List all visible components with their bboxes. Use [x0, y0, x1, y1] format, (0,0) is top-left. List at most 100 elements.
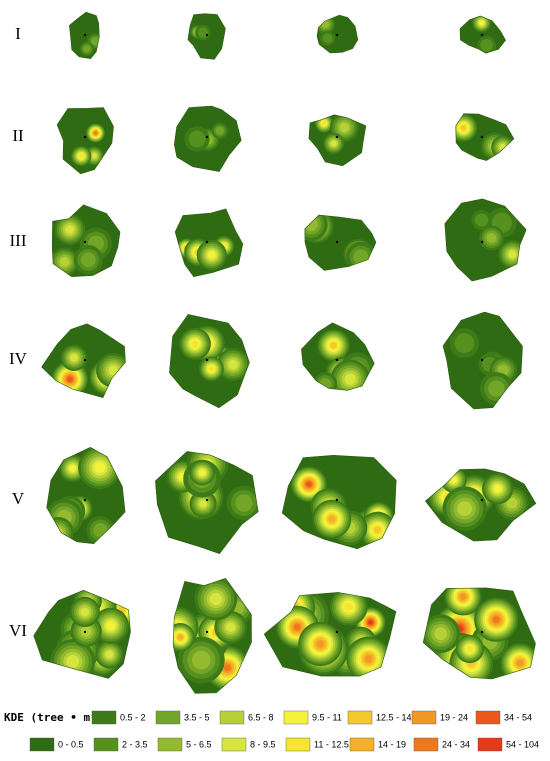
legend-swatch — [93, 737, 119, 752]
plot-center — [83, 498, 87, 502]
density-contour — [466, 645, 473, 653]
row-label: IV — [9, 349, 28, 368]
density-contour — [83, 45, 91, 53]
density-contour — [223, 664, 231, 672]
density-contour — [80, 252, 96, 268]
density-contour — [197, 27, 209, 38]
legend-label: 5 - 6.5 — [186, 739, 212, 749]
legend-swatch — [411, 710, 437, 725]
density-contour — [321, 20, 330, 29]
map-outline — [455, 113, 515, 161]
kde-map — [423, 587, 536, 679]
plot-center — [205, 630, 209, 634]
kde-map — [174, 106, 242, 172]
kde-map — [33, 590, 131, 679]
map-outline — [422, 587, 536, 680]
kde-map — [460, 16, 506, 54]
map-outline — [155, 451, 259, 555]
map-outline — [174, 208, 244, 278]
legend-swatch — [413, 737, 439, 752]
density-contour — [364, 655, 373, 663]
kde-map — [175, 208, 243, 277]
legend-label: 8 - 9.5 — [250, 739, 276, 749]
density-contour — [50, 524, 66, 540]
kde-map — [169, 314, 250, 408]
density-contour — [459, 593, 467, 600]
legend-title: KDE (tree • m⁻²) — [4, 711, 110, 724]
density-contour — [228, 359, 238, 370]
kde-map — [173, 578, 252, 694]
plot-center — [480, 240, 484, 244]
plot-center — [335, 240, 339, 244]
legend-label: 12.5 - 14 — [376, 712, 412, 722]
density-contour — [177, 634, 183, 640]
density-contour — [492, 616, 500, 623]
density-contour — [330, 140, 337, 147]
density-contour — [316, 640, 324, 648]
kde-map — [264, 592, 396, 677]
density-contour — [322, 33, 333, 44]
map-outline — [263, 592, 397, 677]
density-contour — [235, 494, 253, 512]
density-contour — [80, 626, 92, 637]
plot-center — [205, 358, 209, 362]
legend-swatch — [155, 710, 181, 725]
density-contour — [479, 20, 484, 26]
map-outline — [172, 577, 252, 694]
density-contour — [70, 354, 78, 362]
density-contour — [65, 225, 75, 234]
map-outline — [424, 468, 537, 542]
legend-label: 0.5 - 2 — [120, 712, 146, 722]
map-outline — [169, 314, 250, 409]
legend-swatch — [285, 737, 311, 752]
density-contour — [209, 592, 222, 606]
legend-swatch — [219, 710, 245, 725]
density-contour — [94, 131, 98, 135]
density-contour — [294, 623, 301, 631]
density-contour — [208, 251, 216, 259]
density-contour — [434, 627, 448, 641]
kde-map — [304, 215, 376, 271]
plot-center — [480, 498, 484, 502]
kde-map — [282, 455, 397, 549]
row-label: II — [12, 126, 24, 145]
row-label: VI — [9, 621, 27, 640]
row-label: V — [12, 489, 25, 508]
density-contour — [344, 602, 353, 611]
plot-center — [335, 135, 339, 139]
plot-center — [83, 630, 87, 634]
map-outline — [69, 11, 100, 60]
density-contour — [80, 607, 90, 617]
plot-center — [205, 498, 209, 502]
plot-center — [205, 33, 209, 37]
map-outline — [442, 311, 523, 410]
legend-label: 19 - 24 — [440, 712, 468, 722]
density-contour — [199, 499, 208, 508]
kde-map — [69, 12, 100, 59]
density-contour — [108, 365, 119, 376]
density-contour — [215, 126, 224, 135]
density-contour — [91, 153, 97, 159]
plot-center — [83, 33, 87, 37]
plot-center — [335, 498, 339, 502]
map-outline — [56, 107, 114, 175]
plot-center — [205, 240, 209, 244]
map-outline — [304, 214, 377, 271]
legend-swatch — [475, 710, 501, 725]
legend-label: 14 - 19 — [378, 739, 406, 749]
density-contour — [105, 650, 114, 659]
density-contour — [199, 469, 206, 476]
density-contour — [78, 153, 84, 159]
plot-center — [83, 358, 87, 362]
density-contour — [67, 376, 73, 382]
legend-swatch — [477, 737, 503, 752]
row-label: I — [15, 24, 21, 43]
plot-center — [335, 630, 339, 634]
density-contour — [454, 333, 475, 353]
map-outline — [444, 198, 527, 282]
map-outline — [173, 105, 242, 172]
legend-swatch — [347, 710, 373, 725]
density-contour — [225, 622, 236, 632]
density-contour — [188, 130, 206, 148]
